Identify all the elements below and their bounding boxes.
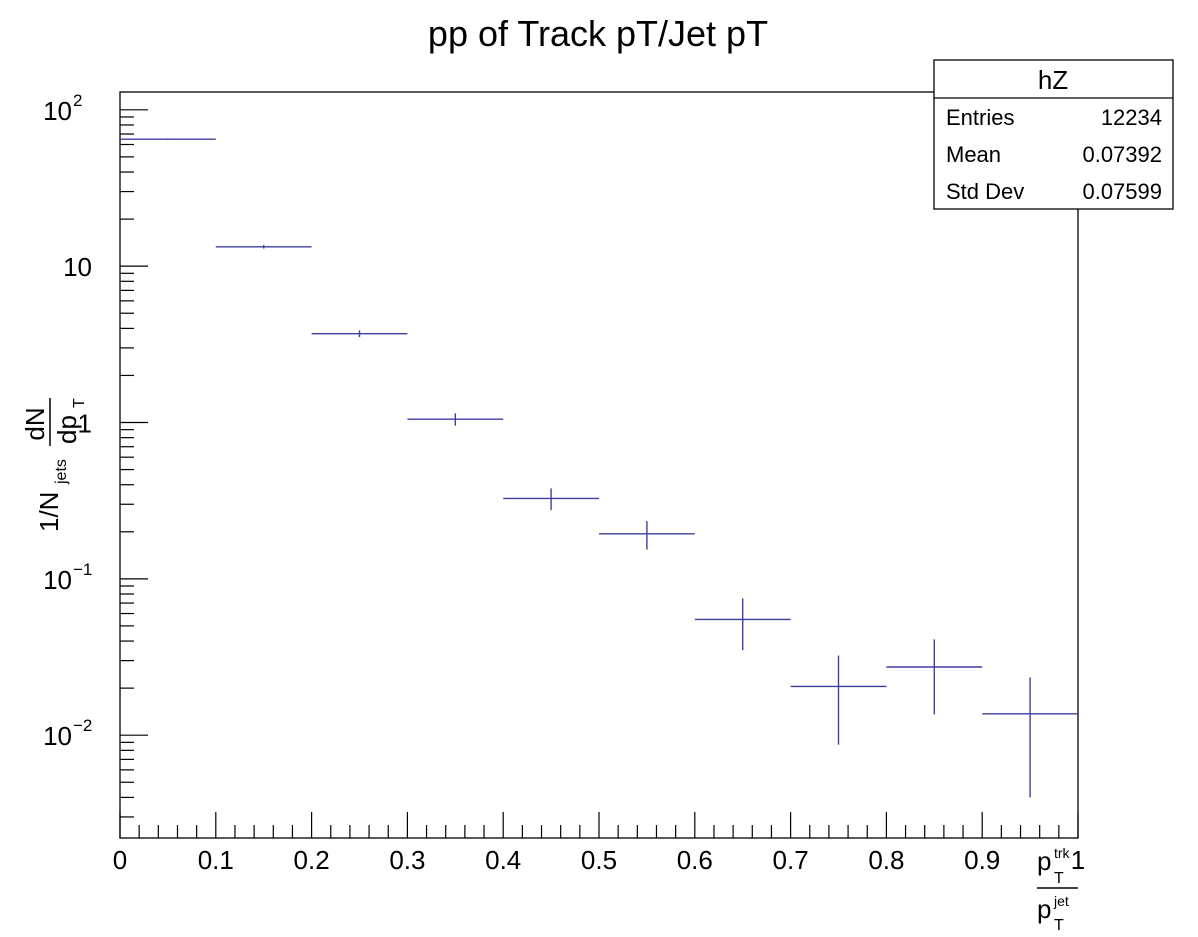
histogram-bin — [599, 521, 695, 550]
x-tick-label: 0.5 — [581, 845, 617, 875]
y-axis-title: 1/N jets dN dp T — [20, 398, 88, 532]
x-axis-title-numerator-sup: trk — [1054, 845, 1071, 861]
svg-text:jet: jet — [1053, 893, 1069, 909]
y-axis-title-sub: jets — [53, 459, 70, 485]
y-tick-label-exponent: 2 — [73, 91, 82, 110]
svg-text:p: p — [1037, 894, 1051, 924]
y-axis-title-denominator-sub: T — [71, 398, 88, 408]
stats-box: hZ Entries 12234 Mean 0.07392 Std Dev 0.… — [933, 59, 1174, 210]
x-axis-title-numerator: p — [1037, 846, 1051, 876]
histogram-bins — [120, 138, 1078, 798]
stats-stddev-label: Std Dev — [946, 179, 1024, 204]
x-tick-label: 0.9 — [964, 845, 1000, 875]
x-tick-label: 0.2 — [294, 845, 330, 875]
y-tick-label: 10 — [63, 252, 92, 282]
y-tick-label-exponent: −2 — [73, 716, 92, 735]
histogram-bin — [407, 413, 504, 426]
chart-title: pp of Track pT/Jet pT — [428, 13, 768, 54]
x-tick-label: 0.7 — [773, 845, 809, 875]
x-tick-label: 0 — [113, 845, 127, 875]
x-tick-label: 0.3 — [389, 845, 425, 875]
svg-text:T: T — [1054, 870, 1064, 887]
histogram-bin — [982, 677, 1078, 798]
x-axis-title: p trk T p jet T — [1037, 845, 1078, 934]
stats-mean-label: Mean — [946, 142, 1001, 167]
y-axis-ticks — [120, 109, 148, 818]
stats-box-title: hZ — [1038, 65, 1068, 95]
svg-text:trk: trk — [1054, 845, 1071, 861]
stats-entries-value: 12234 — [1101, 105, 1162, 130]
x-tick-label: 1 — [1071, 845, 1085, 875]
x-axis-title-denominator-sub: T — [1054, 917, 1064, 932]
histogram-bin — [311, 330, 408, 338]
svg-text:p: p — [1037, 846, 1051, 876]
x-tick-label: 0.8 — [868, 845, 904, 875]
stats-entries-label: Entries — [946, 105, 1014, 130]
svg-text:dp: dp — [52, 415, 82, 444]
svg-text:jets: jets — [53, 459, 70, 485]
x-axis-title-denominator-sup: jet — [1053, 893, 1069, 909]
x-axis-title-numerator-sub: T — [1054, 870, 1064, 887]
svg-text:1/N: 1/N — [34, 492, 64, 532]
histogram-bin — [120, 138, 216, 140]
x-axis-title-denominator: p — [1037, 894, 1051, 924]
y-axis-title-denominator: dp — [52, 415, 82, 444]
svg-text:T: T — [71, 398, 88, 408]
stats-mean-value: 0.07392 — [1082, 142, 1162, 167]
x-tick-label: 0.1 — [198, 845, 234, 875]
x-tick-label: 0.6 — [677, 845, 713, 875]
histogram-bin — [215, 245, 312, 249]
x-axis-tick-labels: 0 0.1 0.2 0.3 0.4 0.5 0.6 0.7 0.8 0.9 1 — [113, 845, 1085, 875]
y-tick-label: 1 — [78, 409, 92, 439]
histogram-bin — [694, 598, 791, 651]
svg-text:T: T — [1054, 917, 1064, 932]
svg-text:dN: dN — [20, 407, 50, 440]
histogram-bin — [886, 639, 983, 715]
histogram-bin — [790, 655, 887, 745]
y-tick-label: 10 — [43, 96, 72, 126]
y-axis-title-numerator: dN — [20, 407, 50, 440]
y-tick-label-exponent: −1 — [73, 560, 92, 579]
y-tick-label: 10 — [43, 721, 72, 751]
x-axis-ticks — [119, 812, 1079, 838]
stats-stddev-value: 0.07599 — [1082, 179, 1162, 204]
y-axis-title-prefix: 1/N — [34, 492, 64, 532]
x-tick-label: 0.4 — [485, 845, 521, 875]
histogram-bin — [503, 488, 599, 511]
y-tick-label: 10 — [43, 565, 72, 595]
